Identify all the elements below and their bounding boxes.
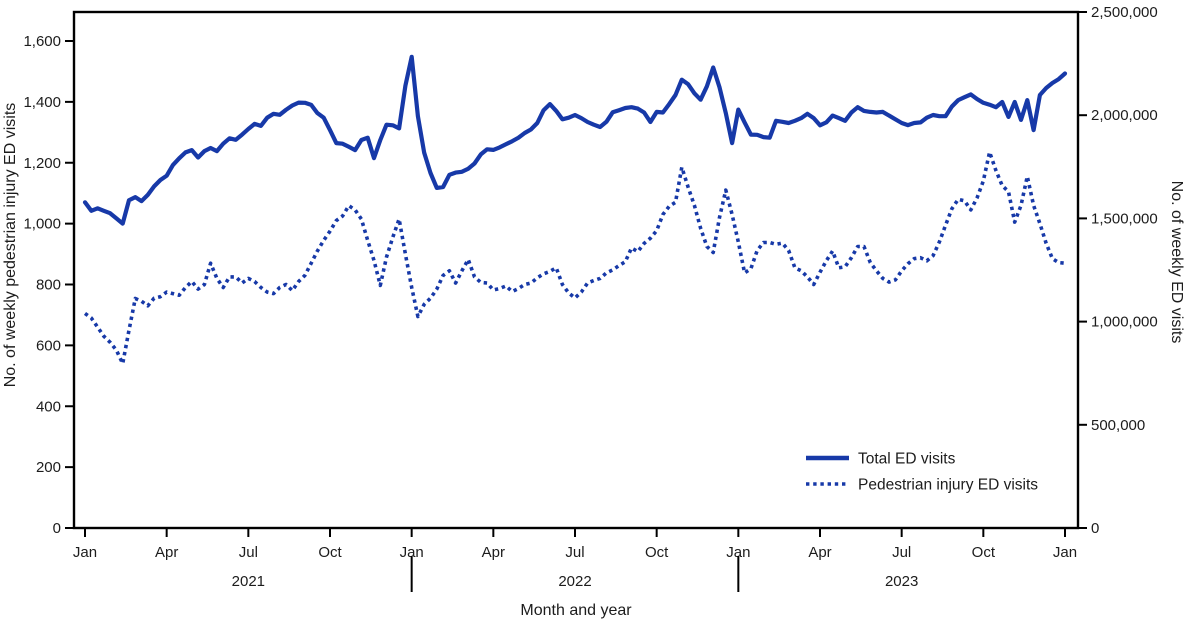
left-axis-tick-label: 200 (36, 459, 61, 476)
plot-border (72, 10, 1080, 530)
x-axis-tick-label: Jan (400, 544, 424, 561)
right-axis-title: No. of weekly ED visits (1168, 181, 1185, 344)
x-axis-tick-label: Oct (645, 544, 669, 561)
x-axis-tick-label: Jul (239, 544, 258, 561)
left-axis-tick-label: 400 (36, 398, 61, 415)
left-axis-tick-label: 1,000 (23, 216, 61, 233)
right-axis-tick-label: 0 (1091, 520, 1099, 537)
chart-generated-layer: 0 200 400 600 800 1,000 1,200 1,400 1,600 0 500,00… (23, 4, 1158, 592)
left-axis-tick-label: 1,600 (23, 33, 61, 50)
right-axis-tick-label: 2,500,000 (1091, 4, 1158, 21)
x-axis-tick-label: Jan (73, 544, 97, 561)
x-axis-year-label: 2022 (558, 573, 591, 590)
left-axis-tick-label: 0 (53, 520, 61, 537)
left-axis-tick-label: 1,400 (23, 94, 61, 111)
x-axis-title: Month and year (520, 602, 632, 619)
right-axis-tick-label: 1,000,000 (1091, 314, 1158, 331)
x-axis-tick-label: Apr (482, 544, 505, 561)
right-axis-tick-label: 2,000,000 (1091, 107, 1158, 124)
total-ed-visits-line (82, 54, 1068, 226)
left-axis-tick-label: 1,200 (23, 155, 61, 172)
x-axis-tick-label: Jan (1053, 544, 1077, 561)
x-axis-tick-label: Jul (892, 544, 911, 561)
x-axis-year-label: 2021 (232, 573, 265, 590)
x-axis-tick-label: Jan (726, 544, 750, 561)
legend: Total ED visits Pedestrian injury ED vis… (806, 451, 1038, 494)
right-axis-tick-label: 500,000 (1091, 417, 1145, 434)
left-axis-tick-label: 600 (36, 337, 61, 354)
legend-pedestrian-label: Pedestrian injury ED visits (858, 477, 1038, 494)
x-axis-tick-label: Oct (972, 544, 996, 561)
left-axis-title: No. of weekly pedestrian injury ED visit… (2, 103, 19, 388)
x-axis-tick-label: Apr (808, 544, 831, 561)
pedestrian-injury-ed-visits-line (83, 150, 1066, 366)
x-axis-tick-label: Apr (155, 544, 178, 561)
left-axis-tick-label: 800 (36, 277, 61, 294)
right-axis-tick-label: 1,500,000 (1091, 210, 1158, 227)
x-axis-year-label: 2023 (885, 573, 918, 590)
legend-total-label: Total ED visits (858, 451, 956, 468)
x-axis-tick-label: Oct (318, 544, 342, 561)
x-axis-tick-label: Jul (565, 544, 584, 561)
